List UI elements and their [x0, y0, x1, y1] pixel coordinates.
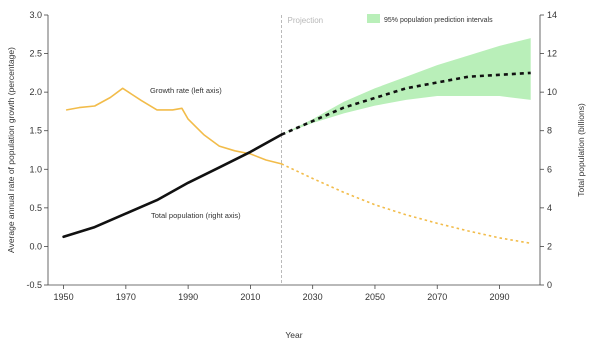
left-tick-label: 0.5: [29, 203, 42, 213]
x-tick-label: 2070: [427, 292, 447, 302]
x-tick-label: 1990: [178, 292, 198, 302]
left-tick-label: 1.0: [29, 164, 42, 174]
x-tick-label: 2050: [365, 292, 385, 302]
projection-label: Projection: [288, 16, 324, 25]
right-tick-label: 14: [547, 10, 557, 20]
right-tick-label: 10: [547, 87, 557, 97]
left-tick-label: 2.5: [29, 49, 42, 59]
right-tick-label: 4: [547, 203, 552, 213]
x-axis-title: Year: [285, 330, 302, 340]
labels-layer: Projection 95% population prediction int…: [6, 14, 586, 340]
x-tick-label: 2090: [490, 292, 510, 302]
x-tick-label: 1950: [54, 292, 74, 302]
series-layer: [62, 71, 531, 245]
right-tick-label: 12: [547, 49, 557, 59]
legend-label: 95% population prediction intervals: [384, 17, 493, 24]
legend-swatch: [367, 14, 380, 23]
x-tick-label: 2010: [240, 292, 260, 302]
prediction-interval-layer: [281, 38, 531, 135]
left-tick-label: 2.0: [29, 87, 42, 97]
left-tick-label: 3.0: [29, 10, 42, 20]
prediction-interval-band: [281, 38, 531, 135]
population-annotation: Total population (right axis): [151, 211, 241, 220]
x-tick-label: 2030: [303, 292, 323, 302]
left-y-axis-title: Average annual rate of population growth…: [6, 47, 16, 253]
growth-rate-annotation: Growth rate (left axis): [150, 86, 222, 95]
right-tick-label: 2: [547, 241, 552, 251]
x-tick-label: 1970: [116, 292, 136, 302]
right-tick-label: 0: [547, 280, 552, 290]
right-y-axis-title: Total population (billions): [576, 103, 586, 197]
right-tick-label: 8: [547, 126, 552, 136]
right-tick-label: 6: [547, 164, 552, 174]
axes-layer: -0.5 0.0 0.5 1.0 1.5 2.0 2.5 3.0 0 2 4 6 8 10 12 14 1950…: [26, 10, 557, 302]
population-projection-line: [280, 71, 531, 136]
growth-rate-projection-line: [281, 163, 531, 245]
left-tick-label: -0.5: [26, 280, 42, 290]
left-tick-label: 0.0: [29, 241, 42, 251]
population-line: [62, 133, 283, 239]
growth-rate-line: [65, 87, 283, 165]
left-tick-label: 1.5: [29, 126, 42, 136]
